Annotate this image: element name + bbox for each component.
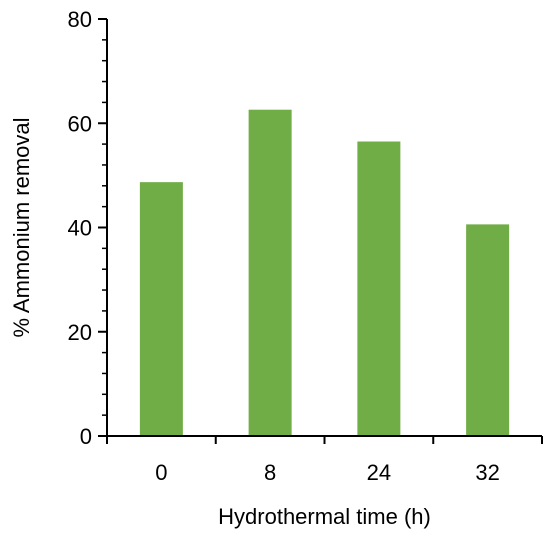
y-tick-label: 0: [80, 424, 92, 449]
y-tick-label: 80: [68, 7, 92, 32]
x-axis: 0 8 24 32: [106, 435, 543, 485]
bar-0: [139, 182, 183, 436]
y-axis-title: % Ammonium removal: [9, 117, 34, 337]
y-tick-label: 20: [68, 320, 92, 345]
bars-group: [139, 109, 510, 436]
y-tick-label: 40: [68, 216, 92, 241]
bar-24: [357, 141, 401, 436]
x-tick-label: 32: [475, 460, 499, 485]
x-axis-title: Hydrothermal time (h): [218, 504, 431, 529]
bar-32: [466, 224, 510, 436]
x-tick-label: 8: [264, 460, 276, 485]
bar-8: [248, 109, 292, 436]
x-tick-label: 0: [155, 460, 167, 485]
x-tick-label: 24: [367, 460, 391, 485]
y-axis: 0 20 40 60 80: [68, 7, 108, 449]
y-tick-label: 60: [68, 111, 92, 136]
